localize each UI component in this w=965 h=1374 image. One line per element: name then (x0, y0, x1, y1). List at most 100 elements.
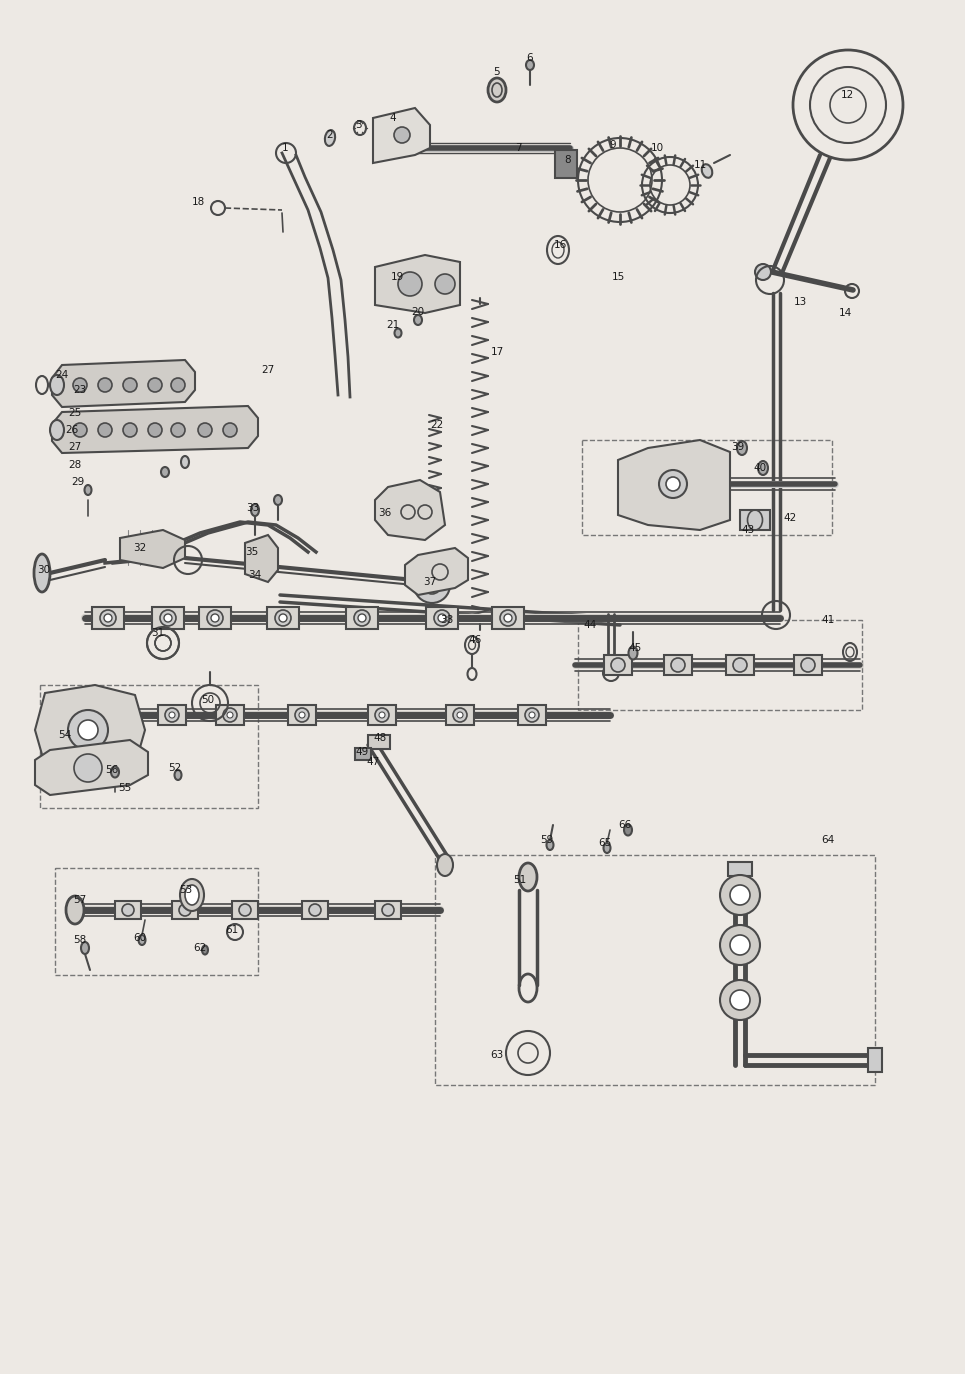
Circle shape (529, 712, 535, 719)
Circle shape (720, 875, 760, 915)
Bar (216, 705, 244, 725)
Circle shape (423, 576, 441, 594)
Ellipse shape (274, 495, 282, 506)
Text: 11: 11 (694, 159, 706, 170)
Circle shape (414, 567, 450, 603)
Ellipse shape (628, 647, 638, 660)
Bar (101, 705, 129, 725)
Circle shape (164, 614, 172, 622)
Text: 20: 20 (411, 306, 425, 317)
Text: 42: 42 (784, 513, 797, 523)
Text: 5: 5 (494, 67, 500, 77)
Circle shape (148, 423, 162, 437)
Bar (368, 705, 396, 725)
Bar (172, 901, 198, 919)
Circle shape (504, 614, 512, 622)
Text: 33: 33 (246, 503, 260, 513)
Bar (302, 901, 328, 919)
Text: 12: 12 (841, 91, 854, 100)
Text: 56: 56 (105, 765, 119, 775)
Bar (578, 620, 862, 710)
Text: 39: 39 (731, 442, 745, 452)
Circle shape (73, 423, 87, 437)
Ellipse shape (702, 165, 712, 177)
Text: 3: 3 (355, 120, 361, 131)
Circle shape (801, 658, 815, 672)
Text: 17: 17 (490, 348, 504, 357)
Ellipse shape (185, 885, 199, 905)
Ellipse shape (139, 934, 146, 945)
Circle shape (453, 708, 467, 721)
Text: 23: 23 (73, 385, 87, 394)
Text: 41: 41 (821, 616, 835, 625)
Circle shape (239, 904, 251, 916)
Polygon shape (52, 360, 195, 407)
Text: 40: 40 (754, 463, 766, 473)
Circle shape (730, 885, 750, 905)
Circle shape (108, 708, 122, 721)
Text: 50: 50 (202, 695, 214, 705)
Circle shape (733, 658, 747, 672)
Text: 19: 19 (391, 272, 403, 282)
Circle shape (104, 614, 112, 622)
Text: 37: 37 (424, 577, 436, 587)
Circle shape (123, 423, 137, 437)
Text: 45: 45 (628, 643, 642, 653)
Text: 55: 55 (119, 783, 131, 793)
Circle shape (666, 477, 680, 491)
Circle shape (659, 470, 687, 497)
Circle shape (122, 904, 134, 916)
Bar (728, 861, 752, 877)
Ellipse shape (519, 863, 537, 890)
Text: 36: 36 (378, 508, 392, 518)
Circle shape (148, 378, 162, 392)
Text: 62: 62 (193, 943, 207, 954)
Bar (726, 655, 754, 675)
Circle shape (279, 614, 287, 622)
Ellipse shape (758, 462, 768, 475)
Ellipse shape (488, 78, 506, 102)
Circle shape (730, 991, 750, 1010)
Text: 49: 49 (355, 747, 369, 757)
Text: 26: 26 (66, 425, 78, 436)
Circle shape (123, 378, 137, 392)
Text: 29: 29 (71, 477, 85, 486)
Text: 25: 25 (69, 408, 82, 418)
Circle shape (375, 708, 389, 721)
Text: 54: 54 (58, 730, 71, 741)
Ellipse shape (414, 315, 422, 326)
Polygon shape (35, 741, 148, 796)
Circle shape (398, 272, 422, 295)
Ellipse shape (181, 456, 189, 469)
Circle shape (438, 614, 446, 622)
Ellipse shape (624, 824, 632, 835)
Text: 65: 65 (598, 838, 612, 848)
Ellipse shape (50, 375, 64, 394)
Circle shape (171, 378, 185, 392)
Text: 9: 9 (610, 140, 617, 150)
Text: 57: 57 (73, 894, 87, 905)
Bar (604, 655, 632, 675)
Ellipse shape (395, 328, 401, 338)
Text: 52: 52 (168, 763, 181, 774)
Bar (518, 705, 546, 725)
Text: 24: 24 (55, 370, 69, 381)
Ellipse shape (546, 840, 554, 851)
Bar (435, 855, 875, 1085)
Bar (267, 607, 299, 629)
Text: 4: 4 (390, 113, 397, 124)
Ellipse shape (437, 855, 453, 877)
Text: 51: 51 (513, 875, 527, 885)
Text: 6: 6 (527, 54, 534, 63)
Bar (152, 607, 184, 629)
Ellipse shape (111, 767, 119, 778)
Text: 10: 10 (650, 143, 664, 153)
Bar (346, 607, 378, 629)
Text: 7: 7 (514, 143, 521, 153)
Bar (492, 607, 524, 629)
Text: 21: 21 (386, 320, 400, 330)
Circle shape (74, 754, 102, 782)
Circle shape (112, 712, 118, 719)
Polygon shape (52, 405, 258, 453)
Text: 53: 53 (179, 885, 193, 894)
